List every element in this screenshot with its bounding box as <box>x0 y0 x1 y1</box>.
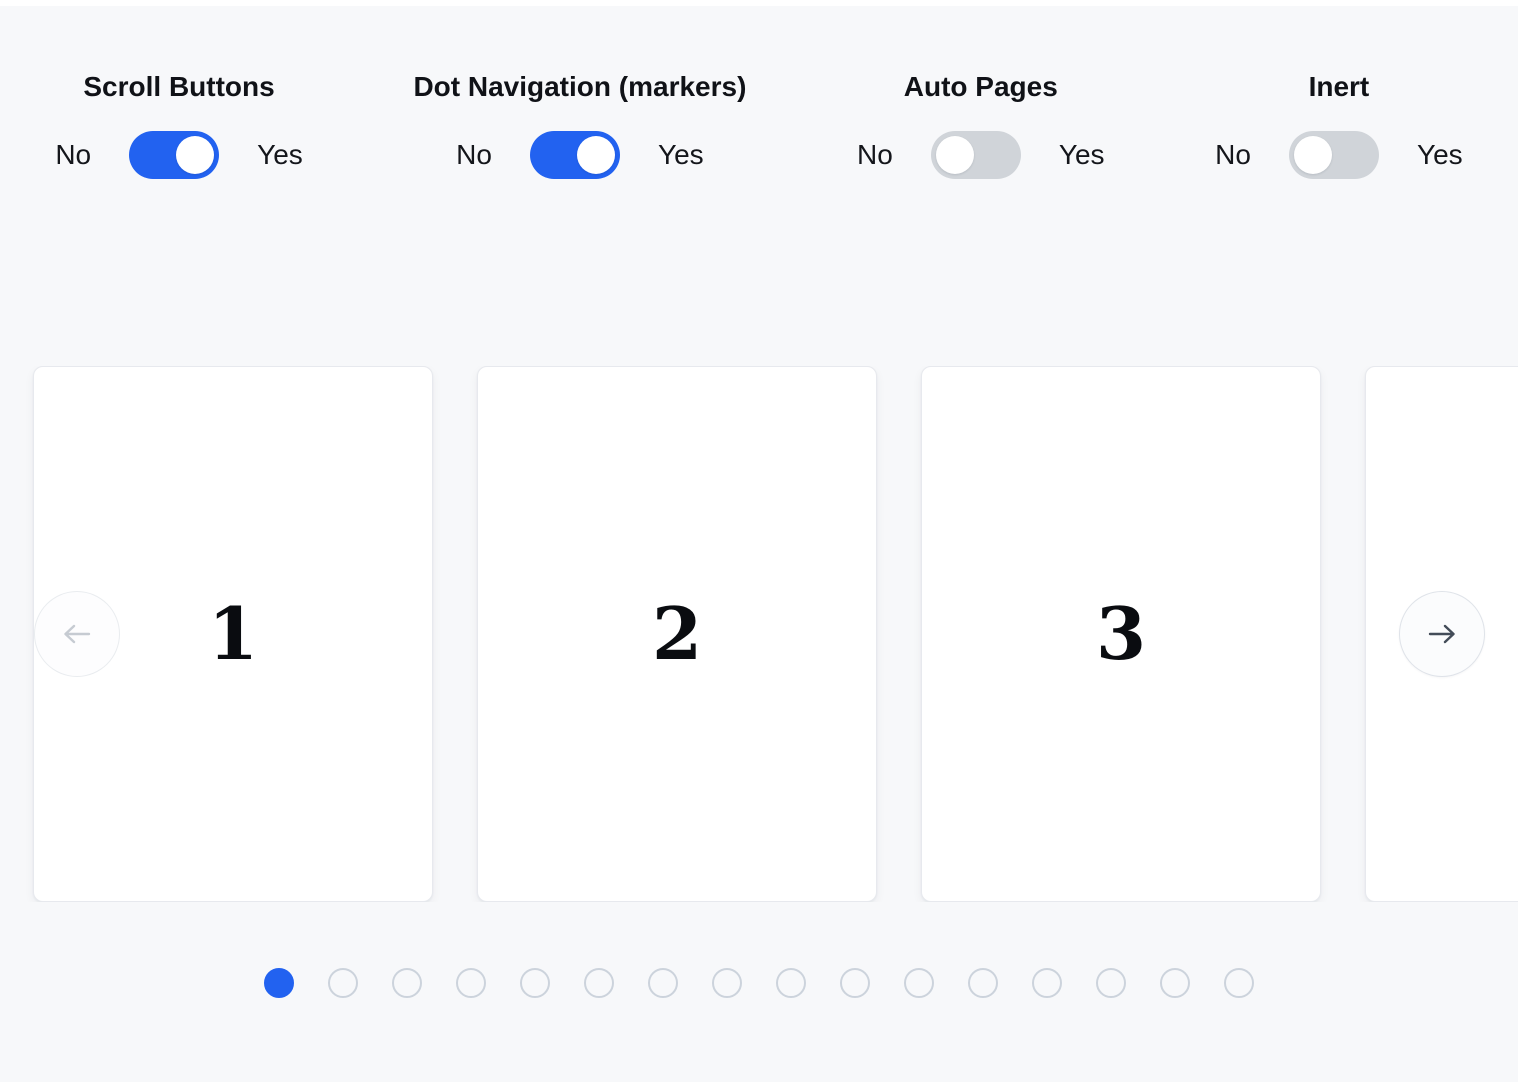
control-title: Dot Navigation (markers) <box>413 71 747 102</box>
controls-bar: Scroll Buttons No Yes Dot Navigation (ma… <box>0 6 1518 179</box>
arrow-left-icon <box>64 624 91 643</box>
toggle-knob <box>576 135 615 174</box>
carousel: 1 2 3 <box>0 365 1518 902</box>
dot-marker[interactable] <box>776 967 806 998</box>
dot-marker[interactable] <box>1160 967 1190 998</box>
toggle-no-label: No <box>1215 138 1251 170</box>
toggle-inert[interactable] <box>1288 130 1379 179</box>
dot-navigation <box>0 967 1518 998</box>
dot-marker[interactable] <box>712 967 742 998</box>
carousel-viewport[interactable]: 1 2 3 <box>0 365 1518 902</box>
dot-marker[interactable] <box>520 967 550 998</box>
dot-marker[interactable] <box>1224 967 1254 998</box>
control-toggle-row: No Yes <box>1215 130 1463 179</box>
toggle-yes-label: Yes <box>257 138 303 170</box>
next-slide-button[interactable] <box>1399 590 1485 677</box>
carousel-slide[interactable]: 3 <box>921 365 1321 902</box>
toggle-no-label: No <box>456 138 492 170</box>
control-toggle-row: No Yes <box>456 130 704 179</box>
control-group-dot-navigation: Dot Navigation (markers) No Yes <box>413 70 746 179</box>
dot-marker[interactable] <box>264 967 294 998</box>
toggle-scroll-buttons[interactable] <box>129 130 220 179</box>
toggle-auto-pages[interactable] <box>930 130 1021 179</box>
toggle-knob <box>176 135 215 174</box>
control-toggle-row: No Yes <box>857 130 1105 179</box>
dot-marker[interactable] <box>840 967 870 998</box>
dot-marker[interactable] <box>1096 967 1126 998</box>
slide-number: 2 <box>651 590 703 676</box>
toggle-dot-navigation[interactable] <box>529 130 620 179</box>
arrow-right-icon <box>1428 624 1455 643</box>
dot-marker[interactable] <box>968 967 998 998</box>
toggle-yes-label: Yes <box>657 138 704 170</box>
toggle-knob <box>1293 135 1332 174</box>
control-group-inert: Inert No Yes <box>1215 70 1463 179</box>
control-group-auto-pages: Auto Pages No Yes <box>857 70 1105 179</box>
toggle-no-label: No <box>857 138 893 170</box>
dot-marker[interactable] <box>584 967 614 998</box>
dot-marker[interactable] <box>328 967 358 998</box>
carousel-slide[interactable]: 2 <box>477 365 877 902</box>
control-title: Auto Pages <box>903 71 1058 102</box>
dot-marker[interactable] <box>648 967 678 998</box>
control-title: Inert <box>1308 71 1370 102</box>
dot-marker[interactable] <box>456 967 486 998</box>
control-group-scroll-buttons: Scroll Buttons No Yes <box>55 70 303 179</box>
control-toggle-row: No Yes <box>55 130 303 179</box>
prev-slide-button[interactable] <box>34 590 120 677</box>
dot-marker[interactable] <box>1032 967 1062 998</box>
slide-number: 1 <box>207 590 259 676</box>
toggle-yes-label: Yes <box>1416 138 1463 170</box>
carousel-demo-page: Scroll Buttons No Yes Dot Navigation (ma… <box>0 6 1518 1082</box>
dot-marker[interactable] <box>392 967 422 998</box>
control-title: Scroll Buttons <box>83 71 275 102</box>
slide-number: 3 <box>1095 590 1147 676</box>
carousel-track: 1 2 3 <box>0 365 1518 902</box>
dot-marker[interactable] <box>904 967 934 998</box>
toggle-no-label: No <box>55 138 92 170</box>
toggle-knob <box>935 135 974 174</box>
toggle-yes-label: Yes <box>1058 138 1105 170</box>
